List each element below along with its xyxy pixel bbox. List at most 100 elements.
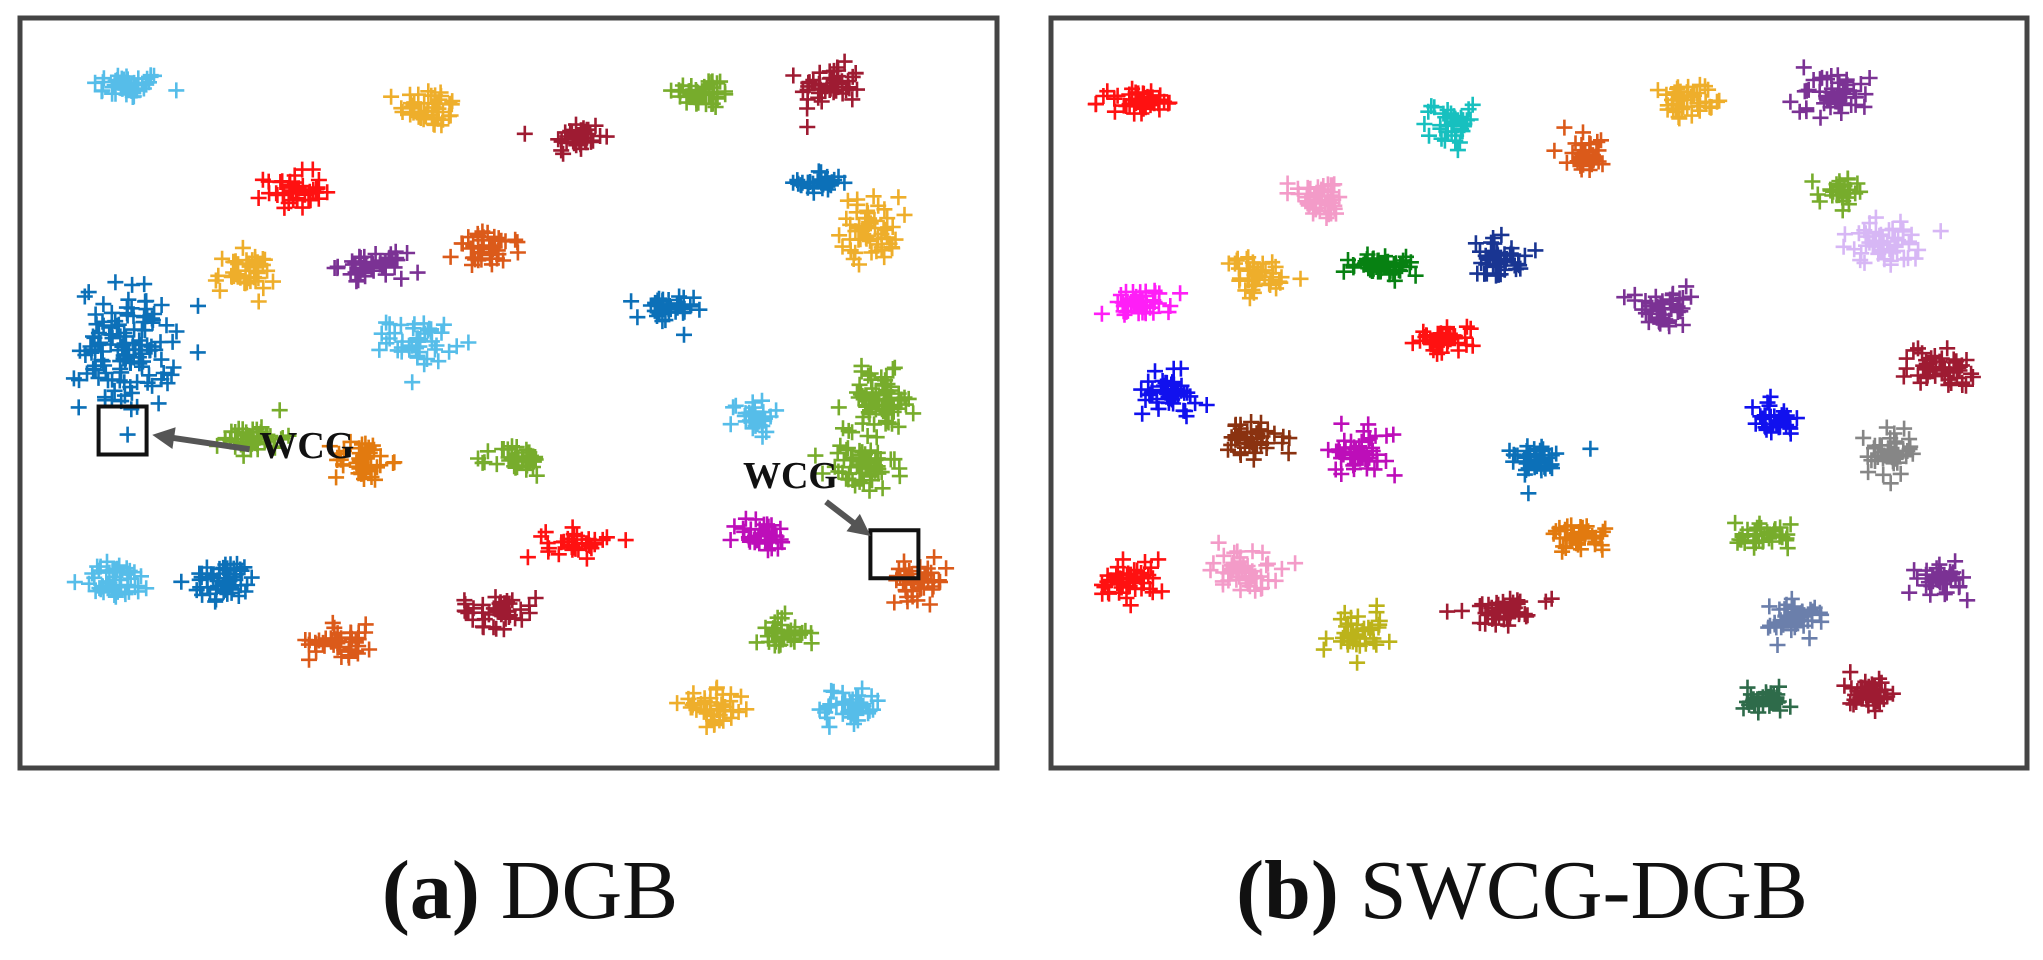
cluster-b-24-points [1094,551,1170,614]
wcg-arrow-head-a-2 [846,513,871,536]
cluster-b-14-points [1616,278,1699,335]
cluster-a-17 [722,392,785,445]
wcg-arrow-shaft-a-2 [824,499,860,529]
cluster-b-17-points [1320,415,1403,484]
cluster-b-9 [1093,282,1189,323]
wcg-box-a-1 [96,404,149,457]
cluster-b-16-points [1220,414,1298,468]
cluster-b-16 [1220,414,1298,468]
cluster-b-25-points [1202,534,1304,599]
cluster-b-9-points [1093,282,1189,323]
cluster-a-25-points [456,589,544,638]
panel-b-caption: (b) SWCG-DGB [1236,844,1808,937]
cluster-b-13 [1404,318,1481,362]
cluster-a-26-points [519,519,634,567]
cluster-b-29 [1901,553,1976,609]
cluster-a-22-points [66,553,155,605]
cluster-a-28 [748,605,820,654]
cluster-a-12-points [65,274,206,443]
cluster-b-4 [1649,76,1728,127]
cluster-b-14 [1616,278,1699,335]
cluster-b-12-points [1467,226,1544,284]
cluster-a-10-points [326,243,426,290]
cluster-b-1 [1087,80,1178,122]
cluster-b-5-points [1782,59,1878,126]
cluster-b-17 [1320,415,1403,484]
cluster-a-29-points [669,679,755,735]
cluster-a-18 [209,402,297,464]
cluster-b-3-points [1546,119,1611,178]
cluster-a-22 [66,553,155,605]
cluster-a-16 [807,429,908,499]
cluster-b-7-points [1804,170,1869,219]
cluster-b-18-points [1501,438,1599,502]
cluster-b-20-points [1895,340,1981,394]
cluster-a-29 [669,679,755,735]
cluster-b-18 [1501,438,1599,502]
cluster-a-15 [830,357,922,444]
cluster-a-2-points [383,83,461,134]
cluster-b-7 [1804,170,1869,219]
cluster-a-19-points [321,433,403,488]
panel-a-annotations: WCG WCG [96,404,921,581]
cluster-b-11-points [1335,246,1424,289]
cluster-b-10-points [1220,249,1309,307]
cluster-b-29-points [1901,553,1976,609]
cluster-a-13 [371,314,477,391]
cluster-b-27 [1439,590,1560,634]
cluster-b-6 [1279,175,1348,226]
cluster-a-3 [516,116,615,162]
cluster-b-23-points [1727,514,1799,557]
cluster-b-27-points [1439,590,1560,634]
cluster-b-4-points [1649,76,1728,127]
panel-b-label: b [1264,844,1311,937]
panel-a-label: a [410,844,452,937]
cluster-a-14 [623,288,708,343]
cluster-a-4-points [663,73,734,115]
cluster-a-20-points [470,438,545,484]
cluster-b-21 [1855,419,1921,492]
cluster-a-12 [65,274,206,443]
wcg-label-a-2: WCG [743,455,838,497]
cluster-a-8-points [831,188,913,273]
cluster-a-21-points [722,510,791,559]
cluster-a-8 [831,188,913,273]
cluster-a-11-points [442,223,526,273]
cluster-b-1-points [1087,80,1178,122]
cluster-a-2 [383,83,461,134]
cluster-a-7 [785,163,853,201]
cluster-b-5 [1782,59,1878,126]
cluster-a-23-points [173,555,260,610]
cluster-b-26-points [1315,597,1398,671]
cluster-a-5-points [785,53,865,135]
wcg-label-a-1: WCG [259,425,354,467]
cluster-b-2 [1416,96,1481,159]
cluster-a-1-points [87,67,185,105]
cluster-b-13-points [1404,318,1481,362]
cluster-b-8-points [1835,209,1949,273]
panel-a-dgb: WCG WCG [17,15,1000,771]
panel-b-title: SWCG-DGB [1360,844,1808,937]
cluster-b-26 [1315,597,1398,671]
cluster-b-30-points [1735,678,1799,721]
cluster-b-30 [1735,678,1799,721]
cluster-b-28-points [1760,590,1830,653]
cluster-a-3-points [516,116,615,162]
cluster-a-24-points [297,614,378,668]
cluster-b-12 [1467,226,1544,284]
cluster-b-11 [1335,246,1424,289]
cluster-a-7-points [785,163,853,201]
cluster-a-9-points [207,239,281,310]
cluster-b-24 [1094,551,1170,614]
cluster-a-5 [785,53,865,135]
cluster-b-23 [1727,514,1799,557]
cluster-b-19 [1744,388,1805,442]
cluster-b-15 [1133,360,1215,425]
cluster-a-30 [811,680,886,735]
cluster-a-17-points [722,392,785,445]
cluster-b-15-points [1133,360,1215,425]
cluster-a-4 [663,73,734,115]
cluster-b-8 [1835,209,1949,273]
cluster-b-31 [1836,664,1901,719]
